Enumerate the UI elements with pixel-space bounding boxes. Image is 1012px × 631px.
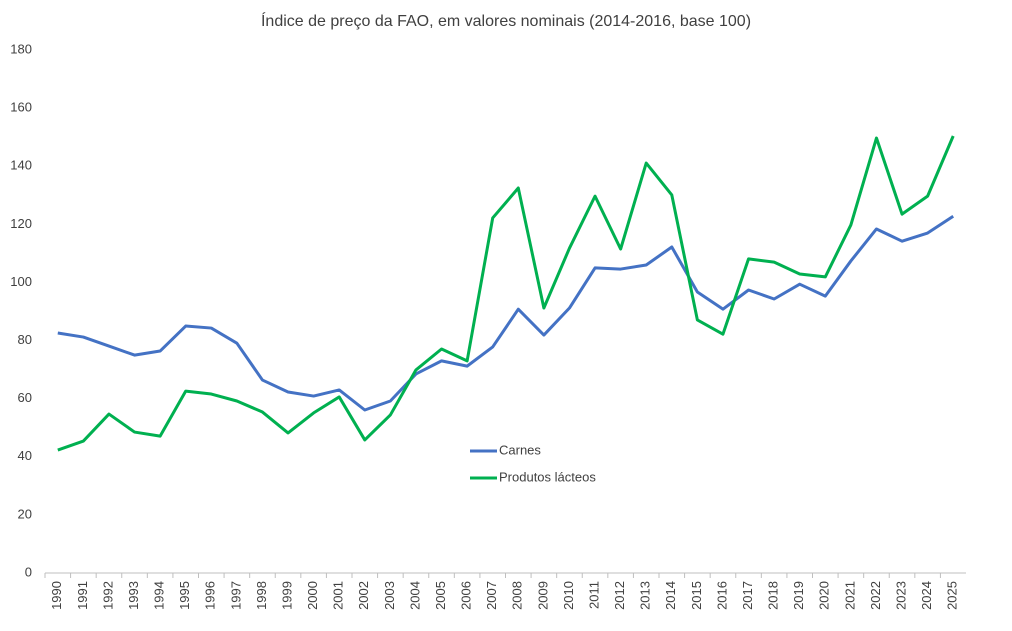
x-tick-label: 2011: [586, 581, 601, 609]
x-tick-label: 2008: [510, 581, 525, 610]
x-tick-label: 2002: [356, 581, 371, 610]
x-tick-label: 2016: [714, 581, 729, 610]
x-tick-label: 2019: [791, 581, 806, 610]
y-tick-label: 100: [10, 274, 32, 289]
y-tick-label: 40: [18, 448, 32, 463]
x-tick-label: 2006: [459, 581, 474, 610]
x-tick-label: 2005: [433, 581, 448, 610]
x-tick-label: 2022: [868, 581, 883, 610]
x-tick-label: 1999: [279, 581, 294, 610]
x-tick-label: 2023: [893, 581, 908, 610]
x-tick-label: 2009: [535, 581, 550, 610]
y-tick-label: 60: [18, 390, 32, 405]
x-tick-label: 2014: [663, 581, 678, 610]
x-tick-label: 2010: [561, 581, 576, 610]
y-tick-label: 20: [18, 506, 32, 521]
x-tick-label: 2004: [407, 581, 422, 610]
y-tick-label: 160: [10, 100, 32, 115]
x-tick-label: 2020: [817, 581, 832, 610]
legend-label: Produtos lácteos: [499, 469, 596, 484]
x-tick-label: 2013: [638, 581, 653, 610]
x-tick-label: 1993: [126, 581, 141, 610]
x-tick-label: 2015: [689, 581, 704, 610]
x-tick-label: 1994: [152, 581, 167, 610]
x-tick-label: 2024: [919, 581, 934, 610]
x-tick-label: 1998: [254, 581, 269, 610]
x-tick-label: 2000: [305, 581, 320, 610]
y-tick-label: 180: [10, 41, 32, 56]
y-tick-label: 80: [18, 332, 32, 347]
x-tick-label: 1992: [100, 581, 115, 610]
x-tick-label: 2018: [766, 581, 781, 610]
x-tick-label: 2007: [484, 581, 499, 610]
x-tick-label: 1995: [177, 581, 192, 610]
x-tick-label: 2021: [842, 581, 857, 610]
x-tick-label: 2001: [331, 581, 346, 610]
series-line: [57, 135, 955, 452]
x-tick-label: 2012: [612, 581, 627, 610]
chart-title: Índice de preço da FAO, em valores nomin…: [261, 11, 751, 30]
x-tick-label: 1996: [203, 581, 218, 610]
x-tick-label: 2017: [740, 581, 755, 610]
y-tick-label: 120: [10, 216, 32, 231]
x-tick-label: 2003: [382, 581, 397, 610]
x-tick-label: 2025: [945, 581, 960, 610]
y-tick-label: 140: [10, 158, 32, 173]
x-tick-label: 1997: [228, 581, 243, 610]
y-tick-label: 0: [25, 564, 32, 579]
x-tick-label: 1991: [75, 581, 90, 610]
series-line: [57, 214, 955, 412]
legend-label: Carnes: [499, 442, 541, 457]
x-tick-label: 1990: [49, 581, 64, 610]
